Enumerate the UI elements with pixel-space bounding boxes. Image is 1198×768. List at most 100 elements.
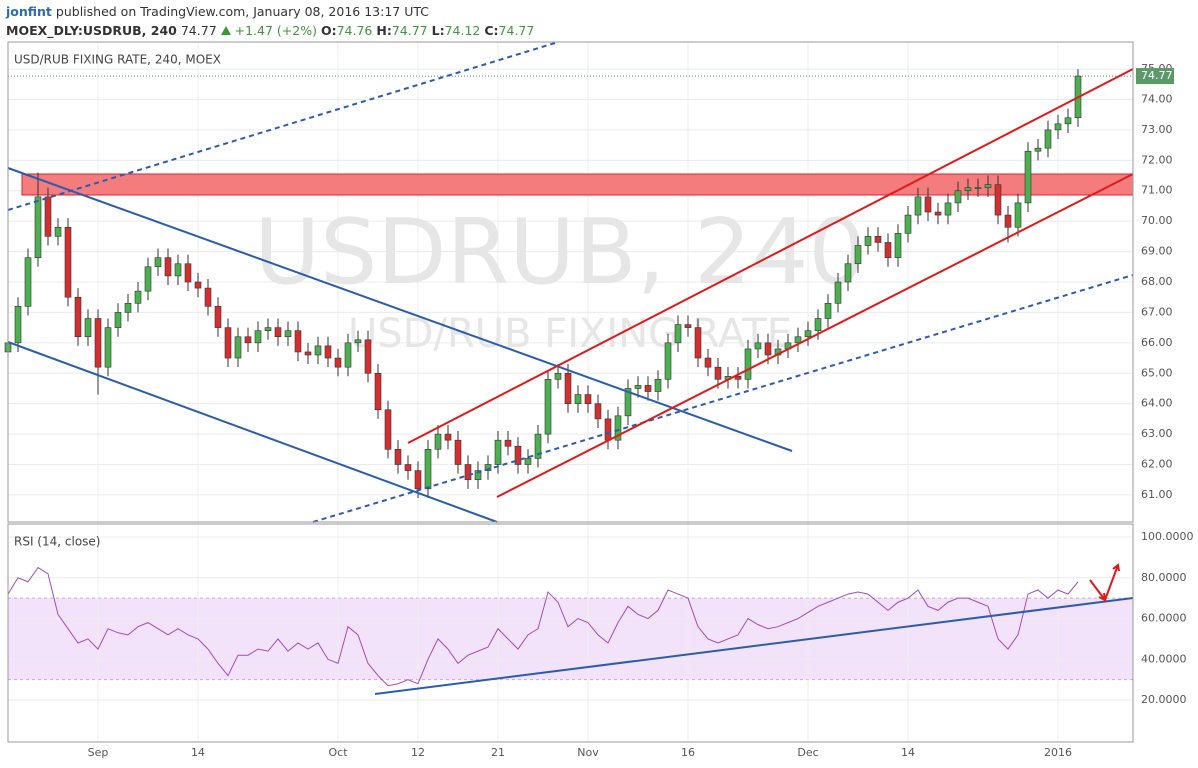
candle-body bbox=[574, 394, 582, 404]
candle-body bbox=[584, 394, 592, 404]
candle-body bbox=[44, 196, 52, 237]
candle-body bbox=[324, 345, 332, 359]
candle-body bbox=[694, 327, 702, 359]
trendlines bbox=[7, 42, 1134, 695]
x-tick-label: Oct bbox=[328, 746, 348, 759]
candle-body bbox=[444, 433, 452, 441]
candle-body bbox=[594, 403, 602, 420]
candle-body bbox=[114, 312, 122, 328]
candle-body bbox=[74, 296, 82, 338]
candle-body bbox=[494, 439, 502, 465]
candle-body bbox=[654, 379, 662, 392]
candle-body bbox=[404, 464, 412, 471]
candle-body bbox=[154, 257, 162, 268]
candle-body bbox=[284, 330, 292, 338]
x-tick-label: Nov bbox=[577, 746, 599, 759]
candle-body bbox=[54, 226, 62, 237]
candle-body bbox=[804, 330, 812, 338]
candle-body bbox=[274, 327, 282, 338]
candle-body bbox=[954, 190, 962, 204]
candle-body bbox=[1054, 123, 1062, 131]
candle-body bbox=[524, 458, 532, 465]
last-price-tag bbox=[1136, 68, 1174, 85]
candle-body bbox=[244, 336, 252, 344]
y-tick-label: 71.00 bbox=[1141, 184, 1173, 197]
candle-body bbox=[1064, 117, 1072, 125]
background bbox=[8, 42, 1133, 742]
rsi-line bbox=[7, 566, 1079, 687]
published: published on TradingView.com, January 08… bbox=[55, 4, 429, 19]
y-tick-label: 60.0000 bbox=[1141, 612, 1187, 625]
candle-body bbox=[364, 339, 372, 374]
y-tick-label: 69.00 bbox=[1141, 245, 1173, 258]
candle-body bbox=[934, 211, 942, 216]
y-tick-label: 40.0000 bbox=[1141, 652, 1187, 665]
y-tick-label: 63.00 bbox=[1141, 427, 1173, 440]
candle-body bbox=[624, 388, 632, 417]
y-tick-label: 100.0000 bbox=[1141, 530, 1194, 543]
candle-body bbox=[964, 187, 972, 192]
candle-body bbox=[664, 342, 672, 380]
candle-body bbox=[124, 302, 132, 313]
x-tick-label: 2016 bbox=[1044, 746, 1072, 759]
candle-body bbox=[104, 327, 112, 368]
watermark: USDRUB, 240 bbox=[254, 200, 865, 305]
candle-body bbox=[744, 348, 752, 380]
candle-body bbox=[344, 342, 352, 368]
candle-body bbox=[294, 330, 302, 353]
candle-body bbox=[604, 418, 612, 441]
candle-body bbox=[924, 196, 932, 213]
candle-body bbox=[94, 318, 102, 368]
candle-body bbox=[794, 336, 802, 344]
chart-title: USD/RUB FIXING RATE, 240, MOEX bbox=[14, 53, 221, 67]
ohlc-value: 74.77 bbox=[391, 23, 428, 38]
y-tick-label: 61.00 bbox=[1141, 488, 1173, 501]
y-tick-label: 72.00 bbox=[1141, 153, 1173, 166]
plot bbox=[4, 69, 1082, 687]
candle-body bbox=[464, 464, 472, 481]
candle-body bbox=[734, 375, 742, 380]
candle-body bbox=[834, 281, 842, 304]
y-tick-label: 68.00 bbox=[1141, 275, 1173, 288]
candle-body bbox=[754, 342, 762, 350]
candle-body bbox=[854, 245, 862, 265]
candle-body bbox=[544, 379, 552, 435]
trendline bbox=[496, 173, 1134, 498]
candle-body bbox=[684, 324, 692, 328]
y-tick-label: 70.00 bbox=[1141, 214, 1173, 227]
candle-body bbox=[1014, 202, 1022, 228]
candle-body bbox=[884, 242, 892, 258]
candle-body bbox=[424, 449, 432, 490]
candle-body bbox=[764, 342, 772, 356]
ohlc-label: O: bbox=[320, 23, 337, 38]
candle-body bbox=[164, 257, 172, 277]
candle-body bbox=[534, 433, 542, 459]
y-tick-label: 67.00 bbox=[1141, 305, 1173, 318]
candle-body bbox=[614, 415, 622, 441]
candle-body bbox=[904, 214, 912, 234]
candle-body bbox=[1024, 150, 1032, 204]
candle-body bbox=[864, 236, 872, 246]
candle-body bbox=[564, 372, 572, 404]
ohlc-label: L: bbox=[431, 23, 445, 38]
candle-body bbox=[514, 445, 522, 465]
ohlc-value: 74.77 bbox=[498, 23, 535, 38]
rsi-trendline bbox=[374, 597, 1134, 695]
rsi-band bbox=[8, 598, 1133, 680]
candle-body bbox=[14, 306, 22, 344]
header: jonfint published on TradingView.com, Ja… bbox=[6, 2, 534, 40]
user[interactable]: jonfint bbox=[6, 4, 52, 19]
last-price-label: 74.77 bbox=[1141, 69, 1173, 82]
candle-body bbox=[304, 351, 312, 356]
y-tick-label: 80.0000 bbox=[1141, 571, 1187, 584]
candle-body bbox=[714, 366, 722, 380]
candle-body bbox=[64, 226, 72, 298]
candle-body bbox=[254, 330, 262, 344]
candle-body bbox=[24, 257, 32, 307]
resistance-zone bbox=[21, 173, 1134, 196]
y-tick-label: 20.0000 bbox=[1141, 693, 1187, 706]
candle-body bbox=[204, 287, 212, 307]
trendline bbox=[312, 274, 1134, 523]
y-tick-label: 64.00 bbox=[1141, 397, 1173, 410]
